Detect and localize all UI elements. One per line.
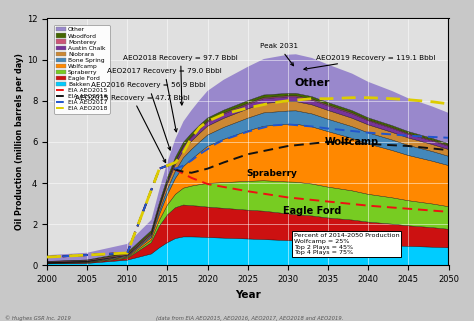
Legend: Other, Woodford, Monterey, Austin Chalk, Niobrara, Bone Spring, Wolfcamp, Sprabe: Other, Woodford, Monterey, Austin Chalk,… [54, 25, 109, 114]
Text: AEO2015 Recovery = 47.7 Bbbl: AEO2015 Recovery = 47.7 Bbbl [75, 95, 190, 163]
Text: AEO2018 Recovery = 97.7 Bbbl: AEO2018 Recovery = 97.7 Bbbl [123, 55, 238, 105]
Text: Percent of 2014-2050 Production
Wolfcamp = 25%
Top 2 Plays = 45%
Top 4 Plays = 7: Percent of 2014-2050 Production Wolfcamp… [294, 233, 400, 256]
Text: Bakken: Bakken [292, 244, 332, 254]
Text: (data from EIA AEO2015, AEO2016, AEO2017, AEO2018 and AEO2019.: (data from EIA AEO2015, AEO2016, AEO2017… [156, 317, 344, 321]
Text: Wolfcamp: Wolfcamp [325, 137, 379, 147]
Text: Eagle Ford: Eagle Ford [283, 206, 341, 216]
Text: Peak 2031: Peak 2031 [260, 43, 298, 66]
Text: AEO2019 Recovery = 119.1 Bbbl: AEO2019 Recovery = 119.1 Bbbl [304, 55, 436, 70]
Text: AEO2016 Recovery = 56.9 Bbbl: AEO2016 Recovery = 56.9 Bbbl [91, 82, 206, 150]
Y-axis label: Oil Production (million barrels per day): Oil Production (million barrels per day) [15, 53, 24, 230]
Text: AEO2017 Recovery = 79.0 Bbbl: AEO2017 Recovery = 79.0 Bbbl [107, 68, 222, 132]
Text: Spraberry: Spraberry [246, 169, 297, 178]
X-axis label: Year: Year [235, 290, 261, 299]
Text: Other: Other [294, 78, 330, 88]
Text: © Hughes GSR Inc. 2019: © Hughes GSR Inc. 2019 [5, 316, 71, 321]
